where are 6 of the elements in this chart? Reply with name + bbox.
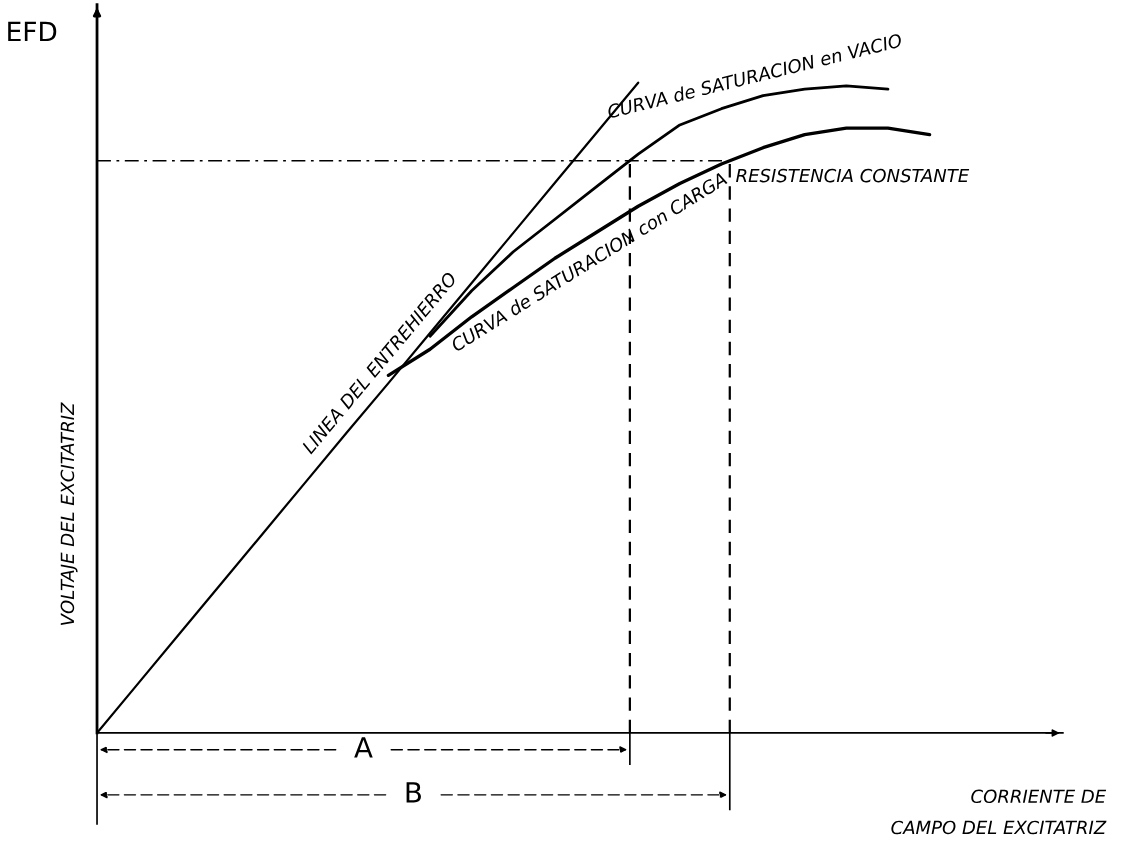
text: EFD [8, 21, 57, 42]
x-axis-title: CORRIENTE DE CAMPO DEL EXCITATRIZ [891, 789, 1107, 835]
text: A [354, 737, 373, 758]
annotation: RESISTENCIA CONSTANTE [736, 168, 970, 183]
y-axis-title: VOLTAJE DEL EXCITATRIZ [60, 402, 78, 625]
text: B [406, 782, 421, 803]
